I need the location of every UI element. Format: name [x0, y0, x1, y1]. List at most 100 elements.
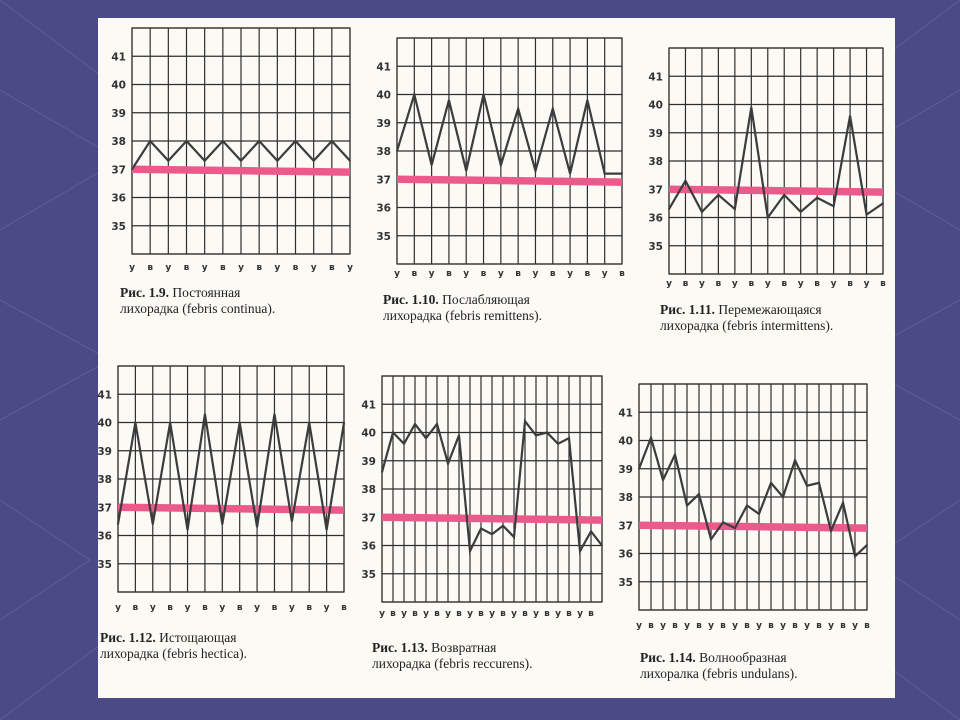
data-point [513, 536, 515, 538]
x-tick-label: в [814, 279, 820, 289]
y-tick-label: 37 [376, 174, 391, 186]
x-tick-label: у [828, 621, 834, 631]
y-tick-label: 39 [648, 128, 663, 140]
data-point [701, 210, 703, 213]
x-tick-label: в [220, 263, 226, 273]
x-tick-label: у [511, 609, 517, 619]
figure-number: Рис. 1.13. [372, 640, 428, 655]
data-point [185, 140, 188, 142]
data-point [482, 93, 485, 96]
grid-border [381, 375, 603, 603]
figure-number: Рис. 1.14. [640, 650, 696, 665]
y-tick-label: 35 [111, 221, 126, 233]
figure-number: Рис. 1.11. [660, 302, 716, 317]
data-point [684, 179, 687, 182]
x-tick-label: у [129, 263, 135, 273]
x-tick-label: в [456, 609, 462, 619]
data-point [816, 196, 819, 199]
x-tick-label: у [347, 263, 353, 273]
x-tick-label: у [115, 603, 121, 613]
x-tick-label: у [311, 263, 317, 273]
data-point [621, 172, 623, 175]
x-tick-label: в [167, 603, 173, 613]
x-tick-label: в [716, 279, 722, 289]
caption-subtitle: лихорадка (febris remittens). [383, 308, 542, 323]
x-tick-label: в [768, 621, 774, 631]
normal-temperature-line [117, 503, 345, 514]
data-point [238, 421, 241, 424]
data-point [499, 164, 502, 167]
chart-panel-1: 41 40 39 38 37 36 35 у в у в у в у в у в у в у Рис. 1.9. По… [100, 20, 360, 316]
data-point [818, 481, 820, 484]
chart-caption: Рис. 1.9. Постоянная лихорадка (febris c… [120, 285, 350, 317]
data-point [448, 99, 450, 102]
x-tick-label: в [411, 269, 417, 279]
x-tick-label: в [515, 269, 521, 279]
x-tick-label: у [852, 621, 858, 631]
x-tick-label: в [550, 269, 556, 279]
y-tick-label: 38 [97, 474, 112, 486]
x-tick-label: у [684, 621, 690, 631]
y-tick-label: 39 [361, 456, 376, 468]
temperature-curve [116, 413, 346, 531]
data-point [601, 544, 603, 547]
grid-border [638, 383, 868, 611]
x-tick-label: у [708, 621, 714, 631]
data-point [849, 114, 851, 117]
normal-temperature-line [381, 513, 603, 524]
y-tick-label: 40 [111, 80, 126, 92]
data-point [866, 544, 868, 546]
data-point [590, 530, 592, 533]
data-point [276, 159, 279, 162]
data-point [766, 216, 769, 219]
x-tick-label: в [202, 603, 208, 613]
grid-border [131, 27, 351, 255]
data-point [842, 501, 844, 504]
x-tick-label: у [467, 609, 473, 619]
data-point [430, 164, 433, 167]
x-tick-label: в [683, 279, 689, 289]
y-tick-label: 39 [618, 464, 633, 476]
x-tick-label: у [498, 269, 504, 279]
data-point [758, 513, 760, 515]
data-point [169, 421, 172, 424]
x-tick-label: в [781, 279, 787, 289]
x-tick-label: в [184, 263, 190, 273]
chart-panel-6: 41 40 39 38 37 36 35 у в у в у в у в у в у в у в у в у в у в Рис. … [615, 378, 880, 681]
x-tick-label: в [500, 609, 506, 619]
y-tick-label: 41 [97, 389, 112, 401]
y-tick-label: 39 [97, 446, 112, 458]
temperature-curve [668, 107, 884, 221]
data-point [131, 168, 133, 171]
data-point [330, 140, 333, 142]
data-point [186, 528, 189, 531]
x-tick-label: у [379, 609, 385, 619]
chart-panel-2: 41 40 39 38 37 36 35 у в у в у в у в у в у в у в Рис. 1.10. … [365, 30, 630, 323]
data-point [294, 140, 297, 142]
chart-caption: Рис. 1.14. Волнообразная лихоралка (febr… [640, 650, 880, 682]
data-point [770, 481, 772, 484]
data-point [290, 520, 293, 523]
grid-border [117, 365, 345, 593]
y-tick-label: 35 [648, 241, 663, 253]
x-tick-label: в [329, 263, 335, 273]
x-tick-label: в [585, 269, 591, 279]
data-point [733, 208, 736, 210]
data-point [325, 528, 328, 531]
y-tick-label: 36 [376, 203, 391, 215]
febris-remittens-chart: 41 40 39 38 37 36 35 у в у в у в у в у в у в у в [376, 37, 625, 279]
y-tick-label: 36 [648, 213, 663, 225]
x-tick-label: в [588, 609, 594, 619]
data-point [865, 213, 868, 216]
x-tick-label: у [489, 609, 495, 619]
x-tick-label: в [390, 609, 396, 619]
x-tick-label: в [696, 621, 702, 631]
chart-panel-4: 41 40 39 38 37 36 35 у в у в у в у в у в у в у в Рис. 1.12. … [97, 358, 355, 661]
x-tick-label: в [133, 603, 139, 613]
y-tick-label: 35 [618, 577, 633, 589]
x-tick-label: у [401, 609, 407, 619]
y-tick-label: 40 [361, 428, 376, 440]
normal-temperature-line [668, 185, 884, 196]
